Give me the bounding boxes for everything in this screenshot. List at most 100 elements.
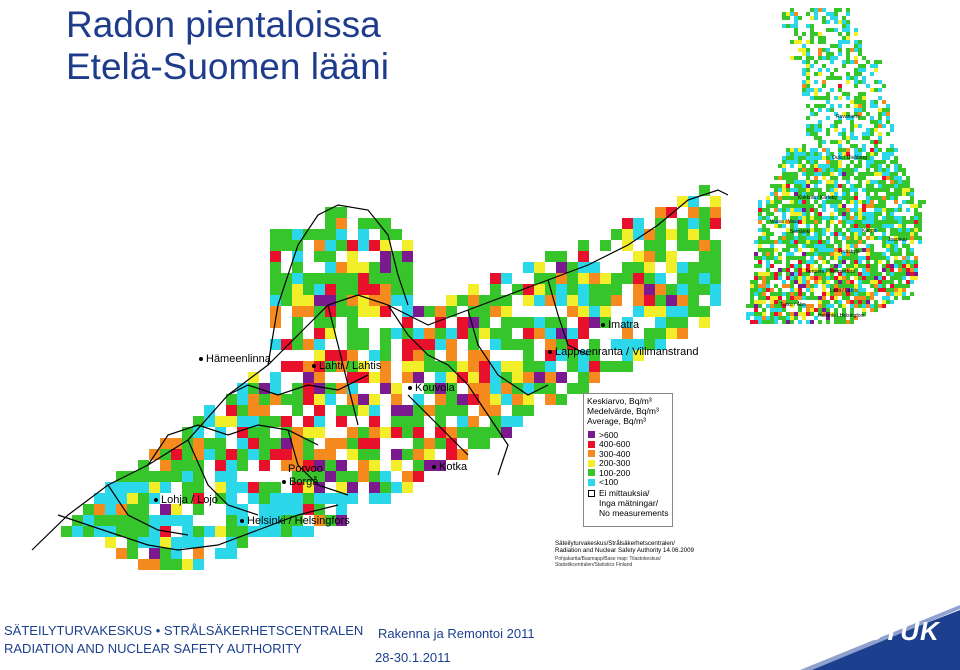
map-grid-cell: [391, 405, 402, 416]
finland-grid-cell: [754, 272, 758, 276]
map-grid-cell: [336, 207, 347, 218]
map-grid-cell: [611, 284, 622, 295]
finland-grid-cell: [834, 312, 838, 316]
fi-label-helsinki: Helsinki / Helsingfors: [818, 313, 865, 319]
map-grid-cell: [160, 559, 171, 570]
finland-grid-cell: [846, 148, 850, 152]
map-grid-cell: [688, 218, 699, 229]
finland-grid-cell: [882, 160, 886, 164]
finland-grid-cell: [830, 28, 834, 32]
finland-grid-cell: [790, 224, 794, 228]
finland-grid-cell: [862, 304, 866, 308]
finland-grid-cell: [890, 192, 894, 196]
finland-grid-cell: [790, 276, 794, 280]
map-grid-cell: [556, 394, 567, 405]
finland-grid-cell: [806, 52, 810, 56]
finland-grid-cell: [794, 40, 798, 44]
finland-grid-cell: [802, 68, 806, 72]
finland-grid-cell: [802, 156, 806, 160]
finland-grid-cell: [814, 128, 818, 132]
finland-grid-cell: [842, 304, 846, 308]
finland-grid-cell: [830, 12, 834, 16]
finland-grid-cell: [878, 96, 882, 100]
map-grid-cell: [402, 251, 413, 262]
finland-grid-cell: [806, 272, 810, 276]
finland-grid-cell: [802, 188, 806, 192]
finland-grid-cell: [838, 140, 842, 144]
finland-grid-cell: [758, 272, 762, 276]
finland-grid-cell: [874, 260, 878, 264]
finland-grid-cell: [802, 60, 806, 64]
finland-grid-cell: [838, 252, 842, 256]
map-grid-cell: [534, 317, 545, 328]
finland-grid-cell: [774, 316, 778, 320]
finland-grid-cell: [830, 232, 834, 236]
map-grid-cell: [336, 218, 347, 229]
finland-grid-cell: [770, 316, 774, 320]
map-grid-cell: [358, 339, 369, 350]
finland-grid-cell: [906, 236, 910, 240]
finland-grid-cell: [870, 180, 874, 184]
finland-grid-cell: [870, 264, 874, 268]
finland-grid-cell: [802, 296, 806, 300]
map-grid-cell: [468, 394, 479, 405]
finland-grid-cell: [870, 152, 874, 156]
map-grid-cell: [358, 273, 369, 284]
map-grid-cell: [358, 449, 369, 460]
finland-grid-cell: [890, 208, 894, 212]
finland-grid-cell: [826, 244, 830, 248]
finland-grid-cell: [794, 256, 798, 260]
finland-grid-cell: [810, 28, 814, 32]
map-grid-cell: [523, 394, 534, 405]
map-grid-cell: [611, 361, 622, 372]
map-grid-cell: [677, 328, 688, 339]
finland-grid-cell: [834, 160, 838, 164]
map-grid-cell: [468, 339, 479, 350]
finland-grid-cell: [818, 188, 822, 192]
map-grid-cell: [380, 262, 391, 273]
finland-grid-cell: [854, 236, 858, 240]
map-grid-cell: [149, 537, 160, 548]
finland-grid-cell: [786, 240, 790, 244]
map-grid-cell: [149, 548, 160, 559]
finland-grid-cell: [794, 176, 798, 180]
finland-grid-cell: [874, 268, 878, 272]
finland-grid-cell: [858, 44, 862, 48]
finland-grid-cell: [786, 24, 790, 28]
map-grid-cell: [578, 240, 589, 251]
finland-grid-cell: [870, 120, 874, 124]
finland-grid-cell: [850, 184, 854, 188]
map-grid-cell: [270, 394, 281, 405]
finland-grid-cell: [810, 208, 814, 212]
map-grid-cell: [369, 460, 380, 471]
map-grid-cell: [292, 317, 303, 328]
map-grid-cell: [644, 328, 655, 339]
map-grid-cell: [369, 416, 380, 427]
finland-grid-cell: [866, 268, 870, 272]
finland-grid-cell: [902, 284, 906, 288]
finland-grid-cell: [822, 292, 826, 296]
map-grid-cell: [314, 306, 325, 317]
legend-label: <100: [599, 477, 619, 488]
map-grid-cell: [325, 449, 336, 460]
finland-grid-cell: [854, 204, 858, 208]
finland-grid-cell: [758, 240, 762, 244]
finland-grid-cell: [798, 212, 802, 216]
finland-grid-cell: [858, 228, 862, 232]
finland-grid-cell: [782, 156, 786, 160]
finland-grid-cell: [806, 168, 810, 172]
finland-grid-cell: [838, 96, 842, 100]
finland-grid-cell: [774, 312, 778, 316]
map-grid-cell: [523, 328, 534, 339]
finland-grid-cell: [770, 192, 774, 196]
map-grid-cell: [292, 504, 303, 515]
map-grid-cell: [292, 229, 303, 240]
map-grid-cell: [446, 427, 457, 438]
map-grid-cell: [435, 405, 446, 416]
legend-item: >600: [588, 430, 672, 440]
finland-grid-cell: [882, 216, 886, 220]
finland-grid-cell: [798, 40, 802, 44]
finland-grid-cell: [810, 248, 814, 252]
finland-grid-cell: [898, 236, 902, 240]
finland-grid-cell: [878, 164, 882, 168]
